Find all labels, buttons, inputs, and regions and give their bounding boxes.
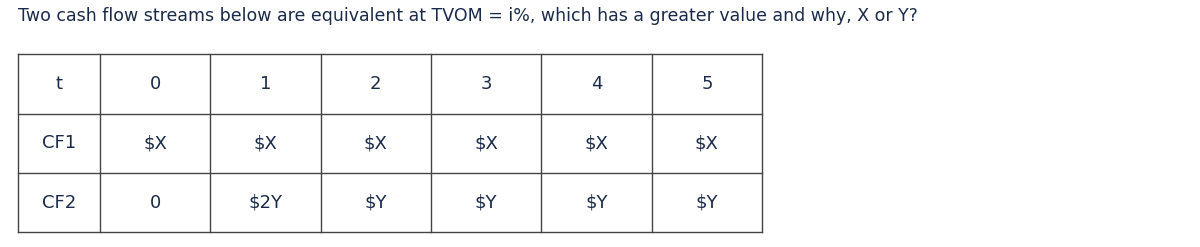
- Text: t: t: [55, 75, 62, 93]
- Text: 2: 2: [370, 75, 382, 93]
- Text: $X: $X: [364, 134, 388, 152]
- Text: $X: $X: [143, 134, 167, 152]
- Text: $Y: $Y: [696, 194, 718, 211]
- Text: $Y: $Y: [365, 194, 386, 211]
- Text: $X: $X: [253, 134, 277, 152]
- Text: CF2: CF2: [42, 194, 76, 211]
- Text: $X: $X: [474, 134, 498, 152]
- Text: 0: 0: [149, 75, 161, 93]
- Text: $X: $X: [695, 134, 719, 152]
- Text: Two cash flow streams below are equivalent at TVOM = i%, which has a greater val: Two cash flow streams below are equivale…: [18, 7, 918, 25]
- Text: 4: 4: [590, 75, 602, 93]
- Text: 3: 3: [480, 75, 492, 93]
- Text: 1: 1: [259, 75, 271, 93]
- Text: $Y: $Y: [586, 194, 607, 211]
- Text: $2Y: $2Y: [248, 194, 282, 211]
- Text: CF1: CF1: [42, 134, 76, 152]
- Text: $X: $X: [584, 134, 608, 152]
- Text: $Y: $Y: [475, 194, 497, 211]
- Text: 5: 5: [701, 75, 713, 93]
- Text: 0: 0: [149, 194, 161, 211]
